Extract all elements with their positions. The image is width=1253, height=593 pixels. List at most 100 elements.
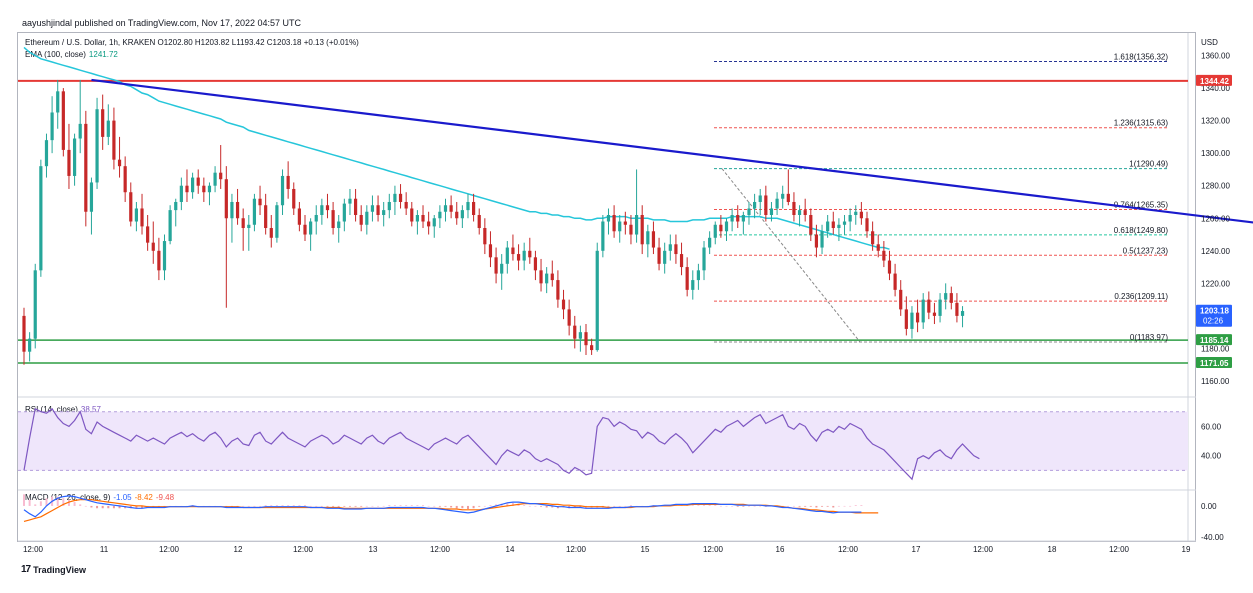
fib-level-label: 0.5(1237.23): [1123, 246, 1169, 255]
candle-body: [129, 192, 133, 222]
candle-body: [618, 221, 622, 232]
candle-body: [606, 215, 611, 222]
candle-body: [320, 205, 324, 215]
macd-histogram-bar: [815, 505, 818, 508]
macd-histogram-bar: [118, 505, 121, 509]
time-tick-label: 12:00: [973, 545, 994, 554]
candle-body: [140, 208, 144, 227]
candle-body: [651, 231, 656, 248]
candle-body: [938, 299, 942, 316]
macd-legend-value-signal: -8.42: [134, 493, 153, 502]
candle-body: [910, 312, 914, 329]
candle-body: [235, 201, 240, 219]
macd-histogram-bar: [854, 505, 857, 506]
candle-body: [691, 280, 695, 290]
macd-legend-label: MACD (12, 26, close, 9): [25, 493, 111, 502]
macd-histogram-bar: [45, 498, 48, 506]
macd-histogram-bar: [433, 505, 436, 507]
candle-body: [882, 250, 886, 261]
macd-histogram-bar: [388, 505, 391, 506]
macd-legend-value-macd: -1.05: [113, 493, 132, 502]
candle-body: [22, 315, 26, 352]
macd-histogram-bar: [849, 505, 852, 507]
candle-body: [376, 205, 380, 215]
macd-histogram-bar: [287, 505, 290, 506]
tradingview-logo[interactable]: 17 TradingView: [21, 564, 86, 575]
macd-histogram-bar: [416, 505, 419, 506]
candle-body: [78, 123, 82, 139]
macd-legend: MACD (12, 26, close, 9) -1.05 -8.42 -9.48: [25, 493, 174, 502]
price-tag-label: 1171.05: [1200, 359, 1229, 368]
grid: [18, 33, 1196, 542]
time-tick-label: 12:00: [838, 545, 859, 554]
candle-body: [202, 185, 206, 193]
candles: [22, 79, 965, 365]
candle-body: [533, 257, 538, 271]
candle-body: [668, 244, 672, 251]
candle-body: [382, 210, 386, 215]
tradingview-logo-text: TradingView: [33, 564, 86, 575]
macd-histogram-bar: [450, 505, 453, 508]
drawings[interactable]: [91, 78, 1253, 365]
candle-body: [359, 215, 363, 225]
candle-body: [915, 312, 920, 323]
price-tag: [1196, 334, 1232, 346]
axes: USD1360.001340.001320.001300.001280.0012…: [23, 38, 1232, 554]
candle-body: [95, 109, 99, 183]
candle-body: [769, 208, 774, 215]
candle-body: [33, 270, 37, 339]
candle-body: [522, 250, 526, 261]
candle-body: [809, 215, 813, 235]
candle-body: [432, 218, 436, 227]
candle-body: [106, 120, 110, 137]
rsi-legend-value: 38.57: [80, 405, 101, 414]
candle-body: [955, 302, 959, 316]
candle-body: [196, 177, 200, 186]
time-tick-label: 12:00: [293, 545, 314, 554]
candle-body: [674, 244, 678, 255]
macd-histogram-bar: [34, 504, 37, 506]
macd-histogram-bar: [540, 505, 543, 507]
macd-histogram-bar: [821, 505, 824, 507]
candle-body: [28, 338, 32, 352]
candle-body: [314, 215, 318, 222]
ema-legend-value: 1241.72: [88, 50, 118, 59]
time-tick-label: 17: [912, 545, 921, 554]
macd-histogram-bar: [466, 505, 469, 510]
macd-histogram-bar: [551, 505, 554, 508]
macd-histogram-bar: [62, 498, 65, 506]
candle-body: [663, 250, 667, 264]
candle-body: [179, 185, 183, 202]
symbol-legend: Ethereum / U.S. Dollar, 1h, KRAKEN O1202…: [25, 38, 359, 47]
macd-histogram-bar: [332, 505, 335, 507]
publisher-credit: aayushjindal published on TradingView.co…: [22, 18, 302, 28]
macd-histogram-bar: [107, 505, 110, 509]
time-tick-label: 12: [234, 545, 243, 554]
time-tick-label: 12:00: [1109, 545, 1130, 554]
price-tick-label: 1280.00: [1201, 182, 1230, 191]
candle-body: [39, 166, 43, 271]
macd-histogram-bar: [860, 505, 863, 506]
candle-body: [117, 159, 122, 167]
macd-histogram-bar: [455, 505, 458, 509]
candle-body: [590, 345, 594, 351]
candle-body: [331, 210, 335, 229]
candle-body: [904, 309, 908, 329]
fib-level-label: 0.618(1249.80): [1114, 226, 1169, 235]
fib-level-label: 0(1183.97): [1130, 333, 1168, 342]
candle-body: [269, 228, 273, 238]
candle-body: [708, 237, 712, 248]
macd-histogram-bar: [348, 505, 351, 507]
candle-body: [893, 273, 897, 290]
candle-body: [629, 224, 633, 235]
macd-histogram-bar: [444, 505, 447, 507]
macd-tick-label: 0.00: [1201, 502, 1217, 511]
candle-body: [219, 172, 223, 180]
candle-body: [516, 254, 521, 261]
time-tick-label: 12:00: [566, 545, 587, 554]
macd-histogram-bar: [826, 505, 829, 507]
candle-body: [466, 201, 470, 211]
candle-body: [944, 293, 948, 300]
macd-histogram-bar: [843, 505, 846, 507]
